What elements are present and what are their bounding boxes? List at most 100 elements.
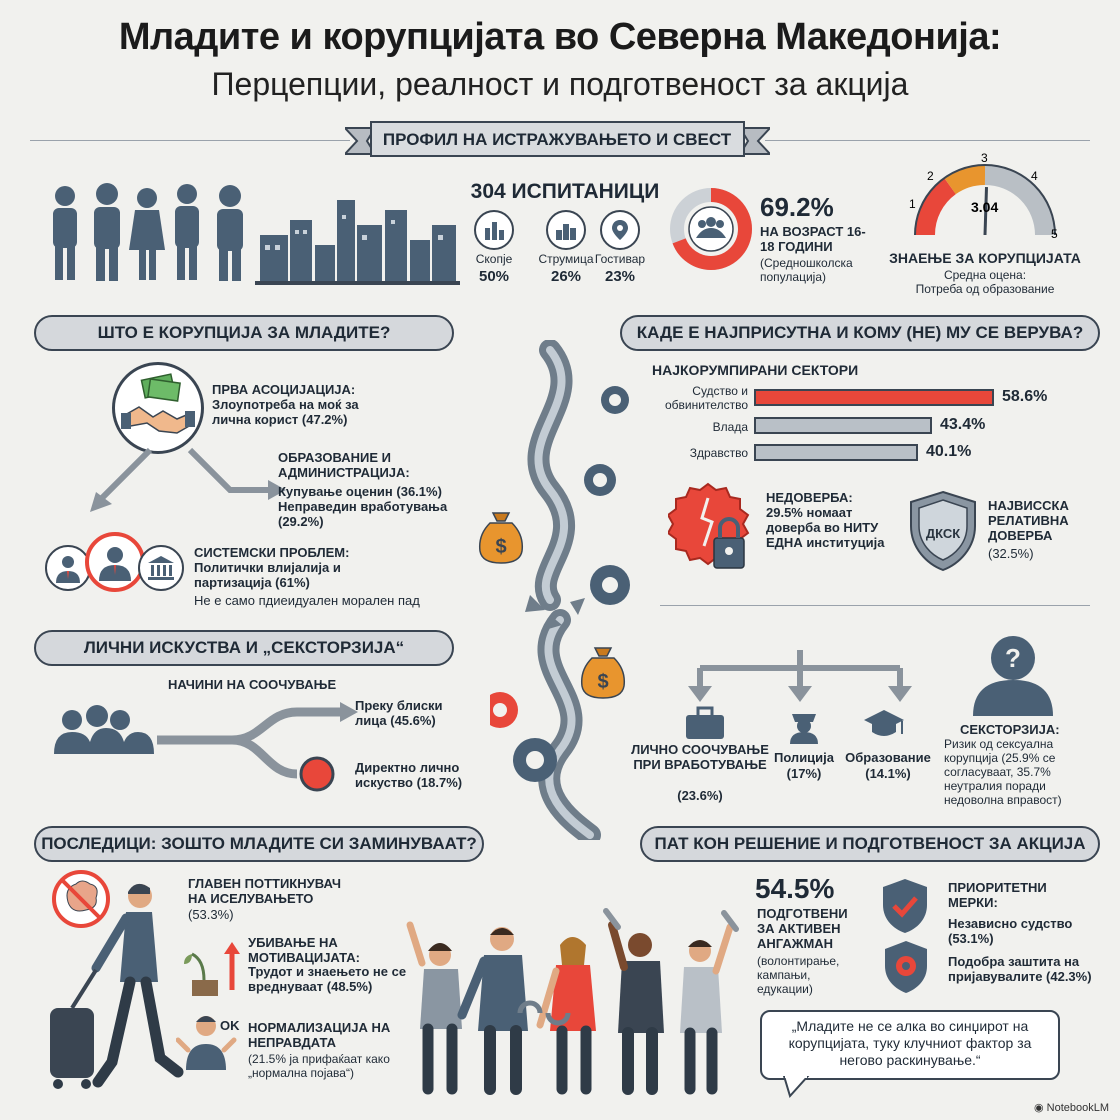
solution-ribbon: ПАТ КОН РЕШЕНИЕ И ПОДГОТВЕНОСТ ЗА АКЦИЈА — [640, 826, 1100, 862]
coping-ways-diagram — [54, 702, 358, 792]
city-name: Скопје — [475, 252, 513, 266]
distrust-text: 29.5% номаат доверба во НИТУ ЕДНА инстит… — [766, 505, 885, 550]
svg-text:$: $ — [597, 671, 608, 693]
sector-value: 40.1% — [926, 443, 972, 460]
city-pct: 50% — [478, 268, 510, 285]
profile-ribbon-label: ПРОФИЛ НА ИСТРАЖУВАЊЕТО И СВЕСТ — [383, 130, 732, 149]
age-note: (Средношколска популација) — [760, 256, 853, 284]
where-ribbon: КАДЕ Е НАЈПРИСУТНА И КОМУ (НЕ) МУ СЕ ВЕР… — [620, 315, 1100, 351]
politician-icon — [45, 545, 91, 591]
trust-text: (32.5%) — [988, 546, 1034, 561]
age-donut — [670, 188, 752, 270]
official-icon — [85, 532, 145, 592]
city-name: Гостивар — [594, 252, 646, 266]
wilting-plant-icon — [184, 942, 240, 996]
money-bag-icon: $ — [478, 512, 524, 564]
police-label: Полиција — [773, 750, 835, 765]
svg-text:2: 2 — [927, 169, 934, 183]
sextortion-title: СЕКСТОРЗИЈА: — [960, 722, 1060, 737]
profile-ribbon: ПРОФИЛ НА ИСТРАЖУВАЊЕТО И СВЕСТ — [345, 121, 770, 157]
gauge-title: ЗНАЕЊЕ ЗА КОРУПЦИЈАТА — [889, 250, 1081, 266]
footer-brand: ◉ NotebookLM — [1034, 1102, 1110, 1114]
sector-label: Здравство — [689, 446, 748, 460]
handshake-money-icon — [112, 362, 204, 454]
shield-gear-icon — [885, 941, 927, 993]
edu-label: Образование — [845, 750, 931, 765]
group-icon — [54, 705, 154, 754]
trust-title: НАЈВИССКА РЕЛАТИВНА ДОВЕРБА — [988, 498, 1069, 543]
notebooklm-logo-icon: ◉ — [1034, 1102, 1047, 1114]
prio2: Подобра заштита на пријавувалите (42.3%) — [948, 954, 1092, 984]
sector-value: 58.6% — [1002, 388, 1048, 405]
page-title: Младите и корупцијата во Северна Македон… — [118, 16, 1002, 58]
police-pct: (17%) — [786, 766, 822, 781]
norm-title: НОРМАЛИЗАЦИЈА НА НЕПРАВДАТА — [248, 1020, 391, 1050]
motiv-text: Трудот и знаењето не се вреднуваат (48.5… — [248, 964, 407, 994]
svg-text:3.04: 3.04 — [971, 199, 998, 215]
divider-line — [765, 140, 1090, 141]
personal-label: ЛИЧНО СООЧУВАЊЕ ПРИ ВРАБОТУВАЊЕ — [631, 742, 769, 772]
divider-line — [30, 140, 350, 141]
ways-title: НАЧИНИ НА СООЧУВАЊЕ — [168, 677, 337, 692]
first-assoc-text: Злоупотреба на моќ за лична корист (47.2… — [212, 397, 359, 427]
edu-pct: (14.1%) — [865, 766, 911, 781]
ok-label: OK — [220, 1018, 240, 1033]
sector-bar — [754, 389, 994, 406]
broken-seal-lock-icon — [668, 482, 750, 569]
edu-text2: Неправедин вработувања (29.2%) — [278, 499, 448, 529]
money-bag-icon: $ — [580, 647, 626, 699]
page-subtitle: Перцепции, реалност и подготвеност за ак… — [211, 66, 909, 102]
city-skyline-icon — [255, 200, 460, 285]
prio1: Независно судство (53.1%) — [948, 916, 1073, 946]
ready-label: ПОДГОТВЕНИ ЗА АКТИВЕН АНГАЖМАН — [757, 906, 848, 951]
edu-text1: Купување оценин (36.1%) — [278, 484, 442, 499]
personal-ribbon: ЛИЧНИ ИСКУСТВА И „СЕКСТОРЗИЈА“ — [34, 630, 454, 666]
skopje-icon — [474, 210, 514, 250]
sextortion-text: Ризик од сексуална корупција (25.9% се с… — [944, 737, 1062, 807]
sys-text: Политички влијалија и партизација (61%) — [194, 560, 341, 590]
personal-pct: (23.6%) — [677, 788, 723, 803]
prio-title: ПРИОРИТЕТНИ МЕРКИ: — [948, 880, 1047, 910]
shrugging-person-icon — [176, 1016, 237, 1070]
motiv-title: УБИВАЊЕ НА МОТИВАЦИЈАТА: — [248, 935, 361, 965]
no-brain-drain-icon — [52, 870, 110, 928]
sector-label: Судство и обвинителство — [664, 384, 748, 412]
closing-quote: „Младите не се алка во синџирот на коруп… — [760, 1010, 1060, 1080]
svg-text:$: $ — [495, 536, 506, 558]
leaving-person-illustration — [50, 883, 184, 1089]
sectors-title: НАЈКОРУМПИРАНИ СЕКТОРИ — [652, 362, 859, 378]
sys-note: Не е само пдиеидуален морален пад — [194, 593, 420, 608]
svg-text:3: 3 — [981, 151, 988, 165]
dksk-shield-icon: ДКСК — [910, 490, 976, 572]
sys-title: СИСТЕМСКИ ПРОБЛЕМ: — [194, 545, 350, 560]
gostivar-location-icon — [600, 210, 640, 250]
briefcase-icon — [686, 706, 724, 739]
emig-title: ГЛАВЕН ПОТТИКНУВАЧ НА ИСЕЛУВАЊЕТО — [188, 876, 341, 906]
norm-text: (21.5% ја прифаќаат како „нормална појав… — [248, 1052, 390, 1080]
sector-bar — [754, 444, 918, 461]
sector-label: Влада — [712, 420, 748, 434]
age-pct: 69.2% — [760, 192, 834, 222]
broken-chain-illustration — [490, 340, 630, 840]
gauge-note1: Средна оцена: — [943, 268, 1027, 282]
branch-arrows — [688, 650, 912, 702]
divider-line — [660, 605, 1090, 606]
quote-tail — [782, 1076, 810, 1098]
people-silhouettes — [53, 183, 243, 281]
svg-text:4: 4 — [1031, 169, 1038, 183]
distrust-title: НЕДОВЕРБА: — [766, 490, 853, 505]
police-icon — [790, 714, 818, 744]
city-pct: 23% — [604, 268, 636, 285]
gauge-note2: Потреба од образование — [915, 282, 1055, 296]
consequences-ribbon: ПОСЛЕДИЦИ: ЗОШТО МЛАДИТЕ СИ ЗАМИНУВААТ? — [34, 826, 484, 862]
city-pct: 26% — [550, 268, 582, 285]
edu-title: ОБРАЗОВАНИЕ И АДМИНИСТРАЦИЈА: — [278, 450, 410, 480]
institution-icon — [138, 545, 184, 591]
city-name: Струмица — [538, 252, 594, 266]
flow-arrows — [90, 447, 286, 512]
group-icon — [696, 217, 726, 238]
graduation-cap-icon — [864, 710, 904, 736]
strumica-icon — [546, 210, 586, 250]
age-label: НА ВОЗРАСТ 16-18 ГОДИНИ — [760, 224, 866, 254]
svg-text:1: 1 — [909, 197, 916, 211]
